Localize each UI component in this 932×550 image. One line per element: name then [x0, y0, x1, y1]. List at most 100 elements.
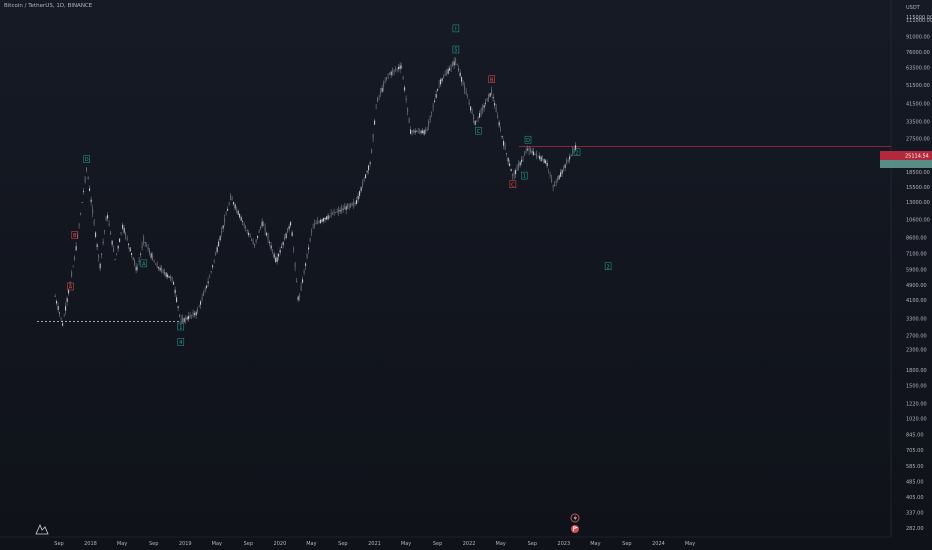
candle-body	[281, 246, 283, 248]
time-tick-label: May	[685, 541, 695, 547]
price-tick-label: 15500.00	[906, 185, 930, 191]
candle-body	[540, 156, 542, 162]
candle-body	[362, 182, 364, 186]
candle-body	[239, 213, 241, 218]
candle-body	[95, 232, 97, 237]
time-tick-label: May	[212, 541, 222, 547]
candle-body	[371, 149, 373, 154]
candle-body	[207, 281, 209, 284]
candle-body	[414, 130, 416, 133]
candle-body	[120, 232, 122, 234]
candle-body	[206, 285, 208, 288]
candle-body	[222, 225, 224, 229]
candle-body	[341, 208, 343, 211]
candle-body	[387, 74, 389, 76]
candle-body	[533, 151, 535, 156]
candle-body	[299, 295, 301, 298]
candle-body	[233, 202, 235, 205]
price-tick-label: 10600.00	[906, 218, 930, 224]
flag-icon[interactable]	[571, 525, 579, 533]
candle-body	[165, 272, 167, 277]
candle-body	[167, 274, 169, 277]
candle-body	[372, 134, 374, 139]
candle-body	[300, 285, 302, 291]
candle-body	[168, 276, 170, 278]
price-tick-label: 1800.00	[906, 368, 927, 374]
wave-label: I	[455, 27, 456, 33]
candle-body	[261, 221, 263, 227]
candle-body	[404, 87, 406, 91]
candle-body	[110, 231, 112, 235]
lightning-icon[interactable]	[570, 513, 580, 523]
candle-body	[515, 170, 517, 174]
candle-body	[174, 289, 176, 294]
wave-label: 5	[454, 48, 457, 54]
candle-body	[519, 162, 521, 166]
price-tick-label: 485.00	[906, 480, 924, 486]
wave-label-box	[524, 135, 532, 144]
candle-body	[162, 269, 164, 273]
candle-body	[177, 306, 179, 308]
wave-label-box	[521, 171, 528, 180]
price-tick-label: 705.00	[906, 448, 924, 454]
candle-body	[192, 312, 194, 317]
candle-body	[392, 70, 394, 73]
candle-body	[320, 219, 322, 224]
price-tick-label: 115000.00	[906, 15, 932, 21]
candle-body	[218, 241, 220, 247]
price-tick-label: 405.00	[906, 495, 924, 501]
candle-body	[288, 226, 290, 229]
candle-body	[471, 111, 473, 114]
candle-body	[198, 306, 200, 308]
candle-body	[134, 260, 136, 265]
tradingview-logo-icon[interactable]	[35, 523, 49, 535]
candle-body	[353, 202, 355, 206]
candle-body	[525, 150, 527, 154]
candle-body	[543, 159, 545, 163]
time-tick-label: May	[590, 541, 600, 547]
candle-body	[429, 115, 431, 120]
candle-body	[212, 265, 214, 268]
candle-body	[132, 258, 134, 259]
candle-body	[245, 226, 247, 229]
candle-body	[144, 242, 146, 243]
candle-body	[152, 255, 154, 260]
candle-body	[105, 216, 107, 221]
candle-body	[512, 174, 514, 176]
candle-body	[273, 253, 275, 258]
candle-body	[495, 108, 497, 112]
candle-body	[527, 149, 529, 151]
price-tick-label: 27500.00	[906, 136, 930, 142]
candle-body	[263, 224, 265, 226]
candle-body	[182, 317, 184, 323]
candle-body	[522, 157, 524, 159]
price-tick-label: 337.00	[906, 511, 924, 517]
wave-label: 2	[607, 264, 610, 270]
candle-body	[158, 267, 160, 269]
candle-body	[492, 96, 494, 99]
candle-body	[410, 129, 412, 135]
candle-body	[149, 251, 151, 253]
wave-labels-layer[interactable]: I 5 B C D 1 C 2 2 D B A A 1 4	[67, 24, 612, 346]
candle-body	[345, 206, 347, 210]
candle-body	[140, 253, 142, 255]
candle-body	[141, 245, 143, 249]
levels-layer[interactable]	[37, 145, 891, 322]
candle-body	[129, 247, 131, 252]
candle-body	[272, 250, 274, 252]
candle-body	[164, 272, 166, 274]
candle-body	[150, 253, 152, 258]
candle-body	[569, 156, 571, 160]
candles-layer[interactable]	[54, 57, 577, 327]
candle-body	[437, 89, 439, 91]
candle-body	[563, 167, 565, 170]
candle-body	[458, 68, 460, 70]
candle-body	[80, 213, 82, 215]
time-axis[interactable]: Sep 2018 May Sep 2019 May Sep 2020 May Sep 2021 May…	[54, 541, 695, 547]
candle-body	[257, 235, 259, 238]
price-tick-label: 33500.00	[906, 120, 930, 126]
candle-body	[258, 230, 260, 233]
